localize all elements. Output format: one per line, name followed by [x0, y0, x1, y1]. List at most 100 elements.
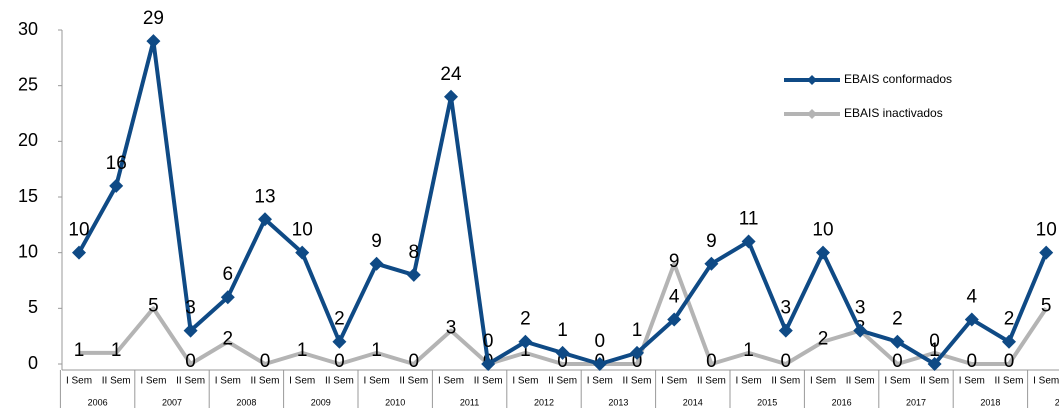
data-label: 0 — [185, 351, 196, 372]
marker — [369, 256, 384, 271]
data-label: 16 — [106, 153, 127, 174]
x-tick-label: II Sem — [399, 376, 428, 387]
y-tick-label: 5 — [28, 297, 38, 317]
marker — [853, 323, 868, 338]
x-tick-label: I Sem — [289, 376, 315, 387]
marker — [481, 357, 496, 371]
y-tick-label: 25 — [18, 74, 38, 94]
data-label: 0 — [929, 331, 940, 352]
data-label: 1 — [74, 340, 85, 361]
series-line — [79, 261, 1048, 366]
x-tick-label: II Sem — [846, 376, 875, 387]
data-label: 3 — [446, 318, 457, 339]
data-label: 29 — [143, 8, 164, 29]
data-label: 3 — [855, 298, 866, 319]
x-tick-label: II Sem — [995, 376, 1024, 387]
marker — [220, 290, 235, 305]
data-label: 10 — [812, 220, 833, 241]
x-tick-label: II Sem — [474, 376, 503, 387]
legend-marker — [807, 75, 817, 85]
year-label: 2014 — [683, 397, 703, 407]
x-tick-label: I Sem — [140, 376, 166, 387]
year-label: 2016 — [832, 397, 852, 407]
marker — [630, 345, 644, 360]
data-label: 24 — [440, 64, 462, 85]
year-label: 2010 — [385, 397, 405, 407]
data-label: 10 — [1036, 220, 1057, 241]
data-label: 0 — [706, 351, 717, 372]
data-label: 0 — [557, 351, 568, 372]
y-tick-label: 30 — [18, 19, 38, 39]
data-label: 2 — [520, 309, 531, 330]
data-label: 1 — [111, 340, 122, 361]
marker — [890, 334, 905, 349]
x-tick-label: I Sem — [587, 376, 613, 387]
marker — [778, 323, 793, 338]
data-label: 0 — [781, 351, 792, 372]
x-tick-label: II Sem — [251, 376, 280, 387]
year-label: 2018 — [980, 397, 1000, 407]
marker — [444, 89, 458, 104]
x-tick-label: II Sem — [548, 376, 577, 387]
marker — [555, 345, 570, 360]
data-label: 2 — [1004, 309, 1015, 330]
x-tick-label: I Sem — [364, 376, 390, 387]
data-label: 1 — [929, 340, 940, 361]
x-tick-label: I Sem — [1033, 376, 1059, 387]
x-tick-label: I Sem — [810, 376, 836, 387]
x-tick-label: II Sem — [697, 376, 726, 387]
marker — [72, 245, 86, 260]
data-label: 3 — [185, 298, 196, 319]
x-tick-label: I Sem — [66, 376, 92, 387]
x-tick-label: I Sem — [512, 376, 538, 387]
data-label: 1 — [371, 340, 382, 361]
x-tick-label: I Sem — [959, 376, 985, 387]
x-tick-label: I Sem — [661, 376, 687, 387]
x-tick-label: II Sem — [623, 376, 652, 387]
x-tick-label: II Sem — [920, 376, 949, 387]
data-label: 1 — [297, 340, 308, 361]
marker — [927, 357, 942, 371]
data-label: 1 — [557, 320, 568, 341]
marker — [518, 334, 533, 349]
data-label: 0 — [595, 331, 606, 352]
data-label: 0 — [632, 351, 643, 372]
marker — [741, 234, 756, 249]
year-label: 2007 — [162, 397, 182, 407]
year-label: 2012 — [534, 397, 554, 407]
marker — [964, 312, 979, 327]
data-label: 9 — [706, 231, 717, 252]
legend-label: EBAIS inactivados — [844, 106, 943, 120]
marker — [667, 312, 682, 327]
marker — [146, 34, 161, 49]
data-label: 0 — [260, 351, 271, 372]
data-label: 5 — [148, 295, 159, 316]
data-label: 10 — [68, 220, 89, 241]
data-label: 5 — [1041, 295, 1052, 316]
data-label: 9 — [371, 231, 382, 252]
marker — [109, 178, 124, 193]
data-label: 0 — [967, 351, 978, 372]
data-label: 2 — [818, 329, 829, 350]
marker — [1002, 334, 1016, 349]
x-tick-label: II Sem — [176, 376, 205, 387]
data-label: 0 — [1004, 351, 1015, 372]
data-label: 0 — [334, 351, 345, 372]
data-label: 1 — [743, 340, 754, 361]
y-tick-label: 20 — [18, 130, 38, 150]
data-label: 3 — [781, 298, 792, 319]
data-label: 1 — [632, 320, 643, 341]
x-tick-label: II Sem — [325, 376, 354, 387]
x-tick-label: I Sem — [736, 376, 762, 387]
marker — [406, 267, 421, 282]
year-label: 2017 — [906, 397, 926, 407]
marker — [332, 334, 347, 349]
x-tick-label: II Sem — [102, 376, 131, 387]
year-label: 2011 — [460, 397, 479, 407]
marker — [183, 323, 198, 338]
data-label: 9 — [669, 251, 680, 272]
y-tick-label: 15 — [18, 186, 38, 206]
data-label: 4 — [967, 286, 978, 307]
